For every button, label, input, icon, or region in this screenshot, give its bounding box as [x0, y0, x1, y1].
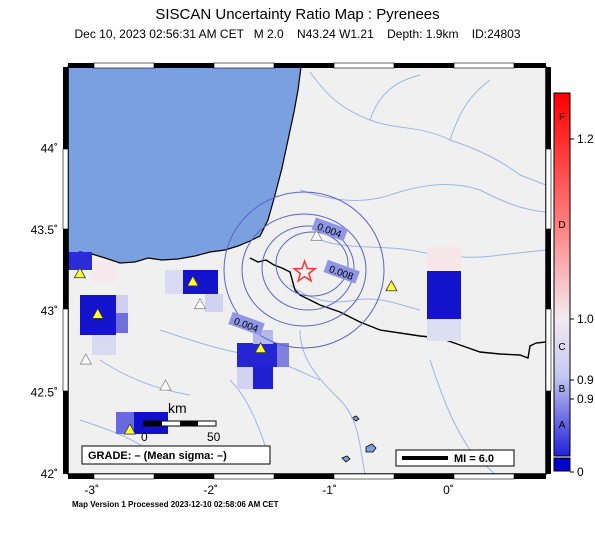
- x-tick-label: -3˚: [84, 483, 99, 497]
- station-filled-icon: [73, 266, 87, 279]
- station-open-icon: [193, 297, 207, 310]
- reservoir-shape: [365, 443, 377, 453]
- colorbar: F D C B A 1.2 1.0 0.9 0.9 0: [553, 92, 594, 479]
- grid-cell: [92, 262, 116, 282]
- grid-cell: [253, 367, 273, 389]
- frame-ticks-bottom: [68, 473, 546, 480]
- station-filled-icon: [385, 279, 398, 292]
- x-tick-label: -2˚: [203, 483, 218, 497]
- scale-bar-start: 0: [141, 430, 148, 444]
- grid-cell: [68, 252, 92, 270]
- event-subtitle: Dec 10, 2023 02:56:31 AM CET M 2.0 N43.2…: [74, 27, 521, 41]
- colorbar-letter: A: [559, 420, 566, 431]
- station-filled-icon: [123, 423, 137, 435]
- mi-legend: MI = 6.0: [395, 449, 515, 467]
- colorbar-tick-label: 0: [577, 465, 584, 479]
- scale-bar-end: 50: [207, 430, 221, 444]
- grid-cell: [205, 294, 223, 312]
- grid-cell: [277, 343, 289, 367]
- grid-cell: [427, 247, 461, 271]
- processed-footer: Map Version 1 Processed 2023-12-10 02:58…: [72, 500, 279, 509]
- station-open-icon: [79, 353, 93, 365]
- colorbar-letter: F: [559, 112, 565, 123]
- colorbar-letter: C: [558, 342, 565, 353]
- y-tick-label: 42.5˚: [31, 386, 58, 400]
- axis-tick-labels: -3˚ -2˚ -1˚ 0˚ 42˚ 42.5˚ 43˚ 43.5˚ 44˚: [31, 141, 454, 497]
- station-filled-icon: [91, 307, 104, 319]
- station-filled-icon: [254, 341, 267, 354]
- frame-ticks-left: [62, 67, 69, 474]
- colorbar-tick-label: 1.2: [577, 132, 594, 146]
- ocean-bay-of-biscay: [68, 67, 302, 264]
- stations: [73, 229, 398, 435]
- country-border: [249, 257, 546, 359]
- colorbar-tick-label: 0.9: [577, 392, 594, 406]
- colorbar-tick-label: 0.9: [577, 373, 594, 387]
- uncertainty-cells: [68, 247, 461, 434]
- mi-legend-text: MI = 6.0: [454, 453, 494, 465]
- frame-ticks-right: [545, 67, 552, 474]
- grid-cell: [237, 343, 277, 367]
- grid-cell: [165, 270, 183, 294]
- grid-cell: [116, 295, 128, 313]
- y-tick-label: 43˚: [41, 304, 58, 318]
- colorbar-letter: B: [559, 384, 566, 395]
- scale-bar-title: km: [168, 400, 187, 416]
- grid-cell: [116, 313, 128, 333]
- station-open-icon: [159, 379, 172, 391]
- station-filled-icon: [186, 275, 200, 287]
- grid-cell: [237, 367, 253, 389]
- grid-cell: [183, 270, 218, 294]
- y-tick-label: 42˚: [41, 467, 58, 481]
- epicenter-star-icon: [292, 258, 318, 283]
- reservoir-shape: [341, 455, 351, 463]
- frame-ticks-top: [68, 62, 546, 69]
- grid-cell: [427, 319, 461, 341]
- x-tick-label: -1˚: [322, 483, 337, 497]
- reservoir-shape: [351, 415, 360, 422]
- map-title: SISCAN Uncertainty Ratio Map : Pyrenees: [155, 6, 440, 23]
- station-open-icon: [310, 229, 323, 241]
- y-tick-label: 43.5˚: [31, 223, 58, 237]
- grid-cell: [427, 271, 461, 319]
- grade-text: GRADE: – (Mean sigma: –): [88, 450, 227, 462]
- grid-cell: [92, 335, 116, 355]
- scale-bar: km 0 50: [141, 400, 221, 444]
- y-tick-label: 44˚: [41, 141, 58, 155]
- colorbar-tick-label: 1.0: [577, 312, 594, 326]
- epicenter: [292, 258, 318, 283]
- x-tick-label: 0˚: [443, 483, 454, 497]
- grade-box: GRADE: – (Mean sigma: –): [81, 445, 271, 465]
- uncertainty-contours: [223, 191, 385, 349]
- colorbar-letter: D: [558, 220, 565, 231]
